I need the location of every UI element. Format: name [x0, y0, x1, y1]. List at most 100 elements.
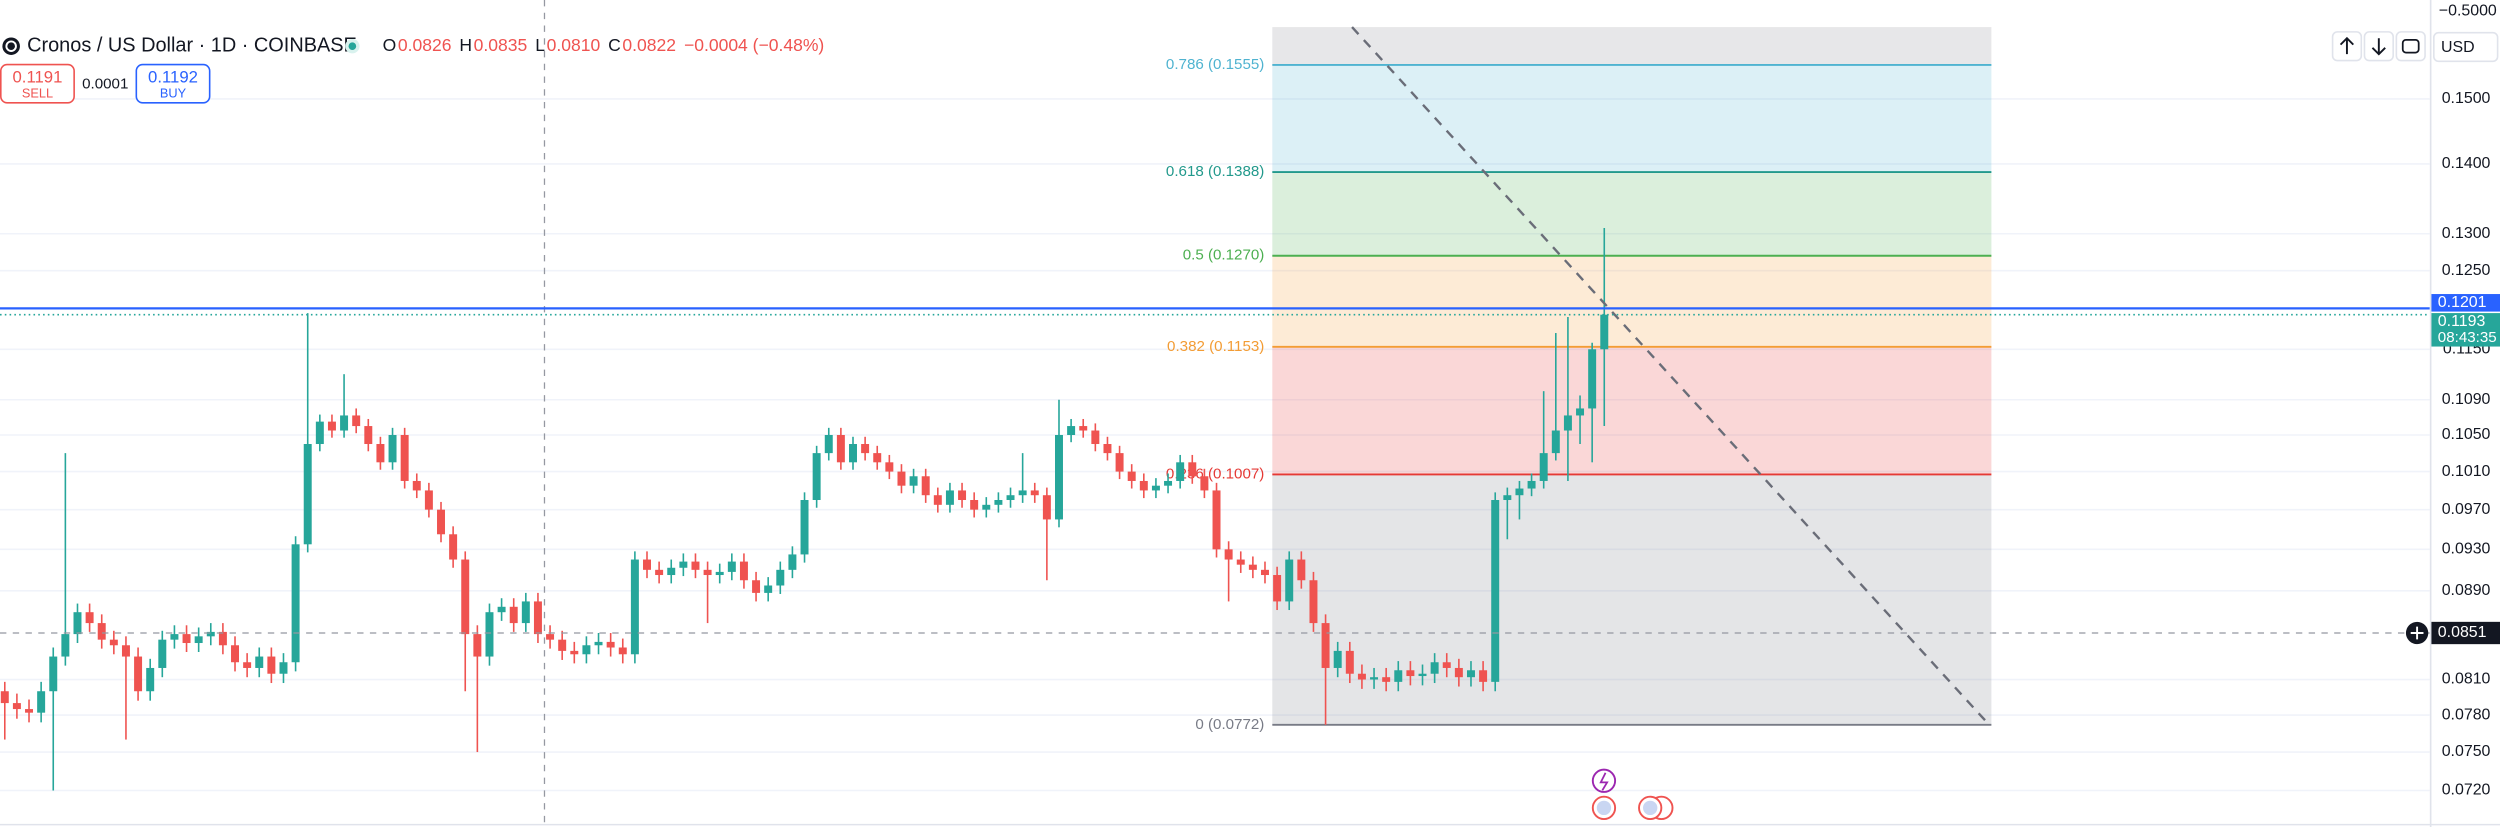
ohlc-value: 0.0810	[547, 35, 601, 55]
candle-body	[1018, 490, 1027, 496]
buy-label: BUY	[160, 85, 187, 100]
candle-body	[1091, 430, 1100, 445]
candle-body	[412, 480, 421, 491]
candle-body	[667, 567, 676, 576]
market-status-dot[interactable]	[348, 42, 357, 51]
candle-body	[1382, 677, 1391, 682]
lightning-glyph	[1599, 772, 1609, 791]
sell-button[interactable]	[0, 63, 75, 104]
background-layer	[0, 98, 2430, 792]
candle-body	[691, 561, 700, 570]
candle-body	[206, 631, 215, 637]
candle-body	[1055, 434, 1063, 520]
candle-body	[1188, 462, 1197, 477]
scroll-up-button[interactable]	[2331, 31, 2363, 62]
candle-body	[1212, 490, 1221, 550]
candle-body	[1139, 480, 1148, 491]
candle-body	[1479, 670, 1488, 682]
candle-body	[861, 444, 870, 454]
candle-body	[194, 636, 203, 644]
candle-body	[437, 509, 445, 535]
candle-body	[73, 612, 82, 635]
candle-body	[618, 647, 627, 655]
fib-band	[1272, 64, 1992, 173]
candle-body	[509, 606, 518, 624]
candle-body	[1406, 670, 1415, 677]
candle-body	[25, 709, 34, 713]
candle-body	[764, 585, 773, 593]
candle-body	[109, 639, 118, 646]
symbol-logo[interactable]	[2, 37, 20, 55]
y-tick-label: 0.0720	[2442, 782, 2491, 799]
candle-body	[1430, 662, 1439, 674]
candle-body	[1515, 488, 1524, 496]
price-tag	[2431, 294, 2500, 312]
candle-body	[0, 691, 9, 704]
candle-body	[1176, 462, 1185, 481]
candle-body	[85, 612, 94, 624]
currency-button[interactable]	[2433, 31, 2499, 63]
candle-body	[970, 500, 979, 510]
candle-body	[933, 495, 942, 505]
candle-body	[1151, 485, 1160, 491]
candle-body	[1030, 490, 1039, 496]
ohlc-value: 0.0822	[622, 35, 676, 55]
fib-level-label: 0 (0.0772)	[1195, 716, 1264, 733]
y-tick-label: 0.1300	[2442, 225, 2491, 242]
candle-body	[1600, 314, 1609, 350]
scroll-down-button[interactable]	[2363, 31, 2394, 62]
candle-body	[921, 476, 930, 496]
candle-body	[1491, 500, 1500, 682]
flag-glyph	[1596, 800, 1612, 816]
candle-body	[97, 623, 106, 640]
candle-body	[473, 634, 482, 657]
candle-body	[630, 559, 639, 655]
candle-body	[546, 634, 555, 640]
candle-body	[849, 444, 857, 463]
y-tick-label: 0.0890	[2442, 582, 2491, 599]
candle-body	[400, 434, 409, 481]
candle-body	[1127, 471, 1136, 481]
candle-body	[376, 444, 385, 463]
y-tick-label: 0.0780	[2442, 706, 2491, 723]
buy-price: 0.1192	[148, 68, 198, 87]
ohlc-key: L	[535, 35, 545, 55]
event-icon[interactable]	[1591, 768, 1617, 793]
candle-body	[521, 601, 530, 624]
reset-button[interactable]	[2395, 31, 2426, 62]
symbol-title[interactable]: Cronos / US Dollar · 1D · COINBASE	[27, 34, 357, 56]
candle-body	[146, 667, 155, 692]
sell-price: 0.1191	[13, 68, 63, 87]
crosshair-label: 0.0851	[2438, 624, 2487, 641]
ohlc-legend: O 0.0826 H 0.0835 L 0.0810 C 0.0822 −0.0004 (−0.…	[383, 35, 825, 55]
candle-body	[897, 471, 906, 486]
candle-body	[582, 645, 591, 655]
fib-layer: 0.786 (0.1555) 0.618 (0.1388) 0.5 (0.1270)…	[1166, 56, 1992, 733]
candle-body	[1551, 430, 1560, 454]
fib-level-label: 0.786 (0.1555)	[1166, 56, 1264, 73]
candle-body	[497, 606, 506, 613]
candle-body	[231, 645, 239, 663]
y-tick-label: 0.0930	[2442, 541, 2491, 558]
candle-body	[885, 462, 894, 472]
candle-body	[352, 415, 361, 427]
currency-label: USD	[2441, 39, 2475, 56]
flag-glyph	[1643, 800, 1658, 816]
price-axis-bg	[2429, 0, 2500, 827]
candle-body	[1200, 476, 1209, 491]
axis-layer: 0.15000.14000.13000.12500.11500.10900.10…	[2405, 90, 2500, 799]
candle-body	[776, 569, 785, 586]
candle-body	[1394, 670, 1403, 682]
buy-button[interactable]	[135, 63, 211, 104]
candle-body	[1503, 495, 1512, 501]
button-frame	[2395, 31, 2426, 62]
candle-body	[1418, 673, 1427, 677]
price-tag	[2431, 313, 2500, 347]
candle-body	[1273, 575, 1282, 602]
candle-body	[1527, 480, 1536, 489]
candle-body	[12, 703, 21, 710]
candle-body	[812, 453, 821, 501]
candle-body	[533, 601, 542, 635]
candle-body	[836, 434, 845, 463]
